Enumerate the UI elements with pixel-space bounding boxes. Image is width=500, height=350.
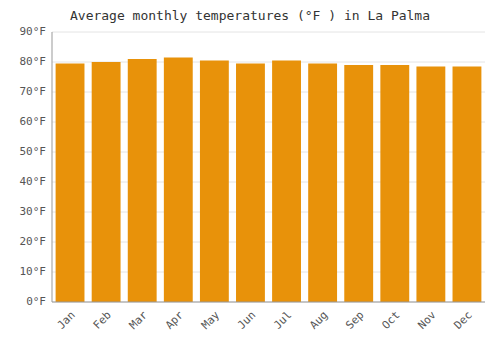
x-tick-label: Apr	[163, 308, 187, 332]
bar	[92, 62, 121, 302]
bar	[416, 67, 445, 303]
y-tick-label: 40°F	[20, 175, 47, 188]
bars	[56, 58, 482, 303]
grid	[52, 32, 485, 302]
grid-line	[52, 302, 485, 303]
x-tick-label: Sep	[343, 309, 366, 332]
y-tick-label: 20°F	[20, 235, 47, 248]
bar	[308, 64, 337, 303]
y-tick-label: 80°F	[20, 55, 47, 68]
x-tick-label: Mar	[127, 308, 151, 332]
x-tick-label: May	[199, 308, 223, 332]
x-tick-label: Aug	[307, 309, 330, 332]
bar	[56, 64, 85, 303]
y-tick-label: 0°F	[26, 295, 46, 308]
x-tick-label: Jan	[55, 309, 78, 332]
x-tick-label: Jul	[271, 309, 294, 332]
bar	[236, 64, 265, 303]
y-tick-label: 50°F	[20, 145, 47, 158]
y-tick-label: 10°F	[20, 265, 47, 278]
x-tick-label: Oct	[379, 309, 402, 332]
y-tick-label: 70°F	[20, 85, 47, 98]
y-tick-label: 60°F	[20, 115, 47, 128]
x-tick-label: Nov	[415, 308, 439, 332]
y-axis	[52, 32, 53, 302]
grid-line	[52, 32, 485, 33]
y-tick-label: 30°F	[20, 205, 47, 218]
x-tick-label: Dec	[451, 309, 474, 332]
bar	[164, 58, 193, 303]
x-tick-label: Feb	[91, 309, 114, 332]
bar	[272, 61, 301, 303]
chart-container: 0°F 10°F 20°F 30°F 40°F 50°F 60°F 70°F 80°F 90°F J…	[0, 0, 500, 350]
bar	[453, 67, 482, 303]
chart-svg: 0°F 10°F 20°F 30°F 40°F 50°F 60°F 70°F 80°F 90°F J…	[0, 0, 500, 350]
y-tick-label: 90°F	[20, 25, 47, 38]
x-axis	[52, 302, 485, 303]
x-tick-label: Jun	[235, 309, 258, 332]
title: Average monthly temperatures (°F ) in La…	[70, 8, 430, 23]
bar	[128, 59, 157, 302]
bar	[380, 65, 409, 302]
bar	[344, 65, 373, 302]
bar	[200, 61, 229, 303]
